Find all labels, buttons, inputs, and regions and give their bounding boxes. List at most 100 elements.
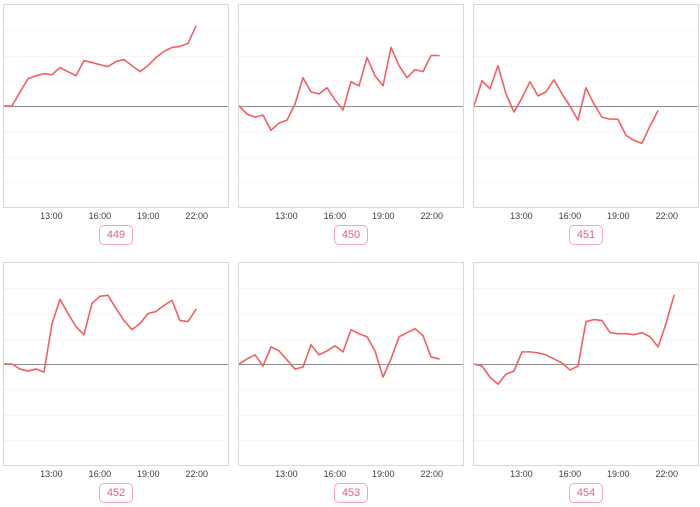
x-tick-label: 16:00 xyxy=(88,211,112,221)
x-axis-labels: 13:00 16:00 19:00 22:00 xyxy=(3,466,229,480)
line-series xyxy=(4,263,228,465)
h-gridline xyxy=(4,313,228,315)
x-tick-label: 22:00 xyxy=(655,469,678,479)
chart-panel xyxy=(3,262,229,466)
h-gridline xyxy=(474,131,698,133)
h-gridline xyxy=(239,55,463,57)
x-tick-label: 19:00 xyxy=(607,469,630,479)
x-tick-label: 19:00 xyxy=(137,211,160,221)
badge-row: 454 xyxy=(473,480,699,507)
chart-panel xyxy=(473,4,699,208)
chart-panel xyxy=(238,262,464,466)
h-gridline xyxy=(474,156,698,158)
x-axis-labels: 13:00 16:00 19:00 22:00 xyxy=(238,208,464,222)
x-tick-label: 19:00 xyxy=(137,469,160,479)
h-gridline xyxy=(474,414,698,416)
x-tick-label: 22:00 xyxy=(185,469,208,479)
line-series xyxy=(4,5,228,207)
h-gridline xyxy=(474,30,698,32)
h-gridline xyxy=(239,414,463,416)
x-tick-label: 22:00 xyxy=(420,211,443,221)
line-series xyxy=(474,5,698,207)
h-gridline xyxy=(239,338,463,340)
x-axis-labels: 13:00 16:00 19:00 22:00 xyxy=(473,466,699,480)
h-gridline xyxy=(474,313,698,315)
chart-id-badge[interactable]: 451 xyxy=(568,225,604,245)
h-gridline xyxy=(4,156,228,158)
badge-row: 453 xyxy=(238,480,464,507)
h-gridline xyxy=(474,288,698,290)
x-tick-label: 19:00 xyxy=(607,211,630,221)
h-gridline xyxy=(239,131,463,133)
x-tick-label: 16:00 xyxy=(323,469,347,479)
h-gridline xyxy=(239,156,463,158)
x-tick-label: 13:00 xyxy=(275,469,298,479)
h-gridline xyxy=(239,288,463,290)
badge-row: 449 xyxy=(3,222,229,249)
badge-row: 450 xyxy=(238,222,464,249)
badge-row: 452 xyxy=(3,480,229,507)
zero-baseline xyxy=(474,363,698,365)
h-gridline xyxy=(4,338,228,340)
chart-cell: 13:00 16:00 19:00 22:00 452 xyxy=(3,262,229,507)
h-gridline xyxy=(474,80,698,82)
h-gridline xyxy=(4,181,228,183)
x-tick-label: 16:00 xyxy=(558,469,582,479)
x-tick-label: 13:00 xyxy=(510,211,533,221)
line-series xyxy=(239,5,463,207)
x-tick-label: 22:00 xyxy=(185,211,208,221)
chart-id-badge[interactable]: 452 xyxy=(98,483,134,503)
zero-baseline xyxy=(4,363,228,365)
x-tick-label: 16:00 xyxy=(558,211,582,221)
h-gridline xyxy=(4,55,228,57)
x-tick-label: 22:00 xyxy=(655,211,678,221)
zero-baseline xyxy=(239,363,463,365)
h-gridline xyxy=(4,30,228,32)
chart-cell: 13:00 16:00 19:00 22:00 454 xyxy=(473,262,699,507)
h-gridline xyxy=(474,439,698,441)
x-tick-label: 13:00 xyxy=(510,469,533,479)
x-tick-label: 22:00 xyxy=(420,469,443,479)
h-gridline xyxy=(4,414,228,416)
badge-row: 451 xyxy=(473,222,699,249)
chart-cell: 13:00 16:00 19:00 22:00 449 xyxy=(3,4,229,249)
chart-id-badge[interactable]: 449 xyxy=(98,225,134,245)
chart-id-badge[interactable]: 454 xyxy=(568,483,604,503)
h-gridline xyxy=(239,439,463,441)
x-tick-label: 13:00 xyxy=(40,211,63,221)
x-axis-labels: 13:00 16:00 19:00 22:00 xyxy=(473,208,699,222)
zero-baseline xyxy=(239,105,463,107)
h-gridline xyxy=(4,439,228,441)
chart-cell: 13:00 16:00 19:00 22:00 453 xyxy=(238,262,464,507)
x-tick-label: 19:00 xyxy=(372,469,395,479)
zero-baseline xyxy=(4,105,228,107)
x-axis-labels: 13:00 16:00 19:00 22:00 xyxy=(238,466,464,480)
chart-panel xyxy=(238,4,464,208)
h-gridline xyxy=(239,30,463,32)
h-gridline xyxy=(474,55,698,57)
h-gridline xyxy=(239,181,463,183)
line-series xyxy=(474,263,698,465)
x-tick-label: 13:00 xyxy=(275,211,298,221)
chart-cell: 13:00 16:00 19:00 22:00 450 xyxy=(238,4,464,249)
chart-panel xyxy=(473,262,699,466)
h-gridline xyxy=(4,288,228,290)
x-axis-labels: 13:00 16:00 19:00 22:00 xyxy=(3,208,229,222)
h-gridline xyxy=(4,80,228,82)
h-gridline xyxy=(239,313,463,315)
x-tick-label: 16:00 xyxy=(88,469,112,479)
h-gridline xyxy=(4,389,228,391)
h-gridline xyxy=(474,338,698,340)
h-gridline xyxy=(239,389,463,391)
x-tick-label: 19:00 xyxy=(372,211,395,221)
x-tick-label: 16:00 xyxy=(323,211,347,221)
chart-id-badge[interactable]: 453 xyxy=(333,483,369,503)
chart-cell: 13:00 16:00 19:00 22:00 451 xyxy=(473,4,699,249)
line-series xyxy=(239,263,463,465)
h-gridline xyxy=(474,181,698,183)
x-tick-label: 13:00 xyxy=(40,469,63,479)
h-gridline xyxy=(4,131,228,133)
chart-id-badge[interactable]: 450 xyxy=(333,225,369,245)
chart-panel xyxy=(3,4,229,208)
